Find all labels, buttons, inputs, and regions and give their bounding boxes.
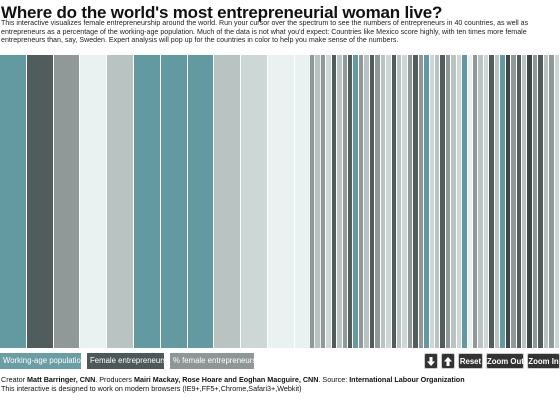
country-bar[interactable] [532, 55, 538, 348]
country-bar[interactable] [516, 55, 521, 348]
country-bar[interactable] [402, 55, 407, 348]
country-bar[interactable] [554, 55, 559, 348]
producer-names: Mairi Mackay, Rose Hoare and Eoghan Macg… [134, 375, 319, 384]
country-bar[interactable] [391, 55, 396, 348]
country-bar[interactable] [364, 55, 369, 348]
country-bar[interactable] [348, 55, 353, 348]
country-bar[interactable] [353, 55, 358, 348]
country-bar[interactable] [435, 55, 440, 348]
country-bar[interactable] [337, 55, 342, 348]
country-bar[interactable] [107, 55, 133, 348]
country-bar[interactable] [342, 55, 348, 348]
country-bar[interactable] [440, 55, 445, 348]
country-bar[interactable] [549, 55, 554, 348]
country-bar[interactable] [500, 55, 505, 348]
mode-working-age-population[interactable]: Working-age population [0, 353, 85, 369]
country-bar[interactable] [315, 55, 320, 348]
creator-prefix: Creator [1, 375, 27, 384]
country-bar[interactable] [26, 55, 53, 348]
country-bar[interactable] [369, 55, 375, 348]
country-bar[interactable] [505, 55, 511, 348]
country-bar[interactable] [326, 55, 331, 348]
country-bar[interactable] [521, 55, 527, 348]
country-spectrum[interactable] [0, 55, 560, 348]
page-title: Where do the world's most entrepreneuria… [1, 3, 443, 22]
reset-button[interactable]: Reset [458, 353, 483, 369]
country-bar[interactable] [53, 55, 80, 348]
country-bar[interactable] [396, 55, 402, 348]
producers-prefix: . Producers [95, 375, 135, 384]
country-bar[interactable] [424, 55, 429, 348]
country-bar[interactable] [160, 55, 187, 348]
arrow-up-icon [444, 357, 452, 366]
country-bar[interactable] [187, 55, 214, 348]
country-bar[interactable] [80, 55, 107, 348]
country-bar[interactable] [331, 55, 337, 348]
country-bar[interactable] [478, 55, 483, 348]
country-bar[interactable] [310, 55, 315, 348]
country-bar[interactable] [429, 55, 434, 348]
country-bar[interactable] [538, 55, 543, 348]
sort-ascending-button[interactable] [441, 353, 455, 369]
country-bar[interactable] [418, 55, 424, 348]
country-bar[interactable] [407, 55, 413, 348]
mode-percent-female-entrepreneurs[interactable]: % female entrepreneurs [170, 353, 256, 369]
country-bar[interactable] [320, 55, 326, 348]
country-bar[interactable] [386, 55, 391, 348]
country-bar[interactable] [358, 55, 364, 348]
country-bar[interactable] [0, 55, 26, 348]
zoom-out-button[interactable]: Zoom Out [486, 353, 524, 369]
credits: Creator Matt Barringer, CNN. Producers M… [1, 375, 465, 393]
mode-female-entrepreneurs[interactable]: Female entrepreneurs [87, 353, 167, 369]
country-bar[interactable] [511, 55, 516, 348]
creator-name: Matt Barringer, CNN [26, 375, 96, 384]
credits-line: Creator Matt Barringer, CNN. Producers M… [1, 375, 465, 384]
country-bar[interactable] [214, 55, 241, 348]
country-bar[interactable] [489, 55, 494, 348]
country-bar[interactable] [241, 55, 267, 348]
country-bar[interactable] [543, 55, 549, 348]
country-bar[interactable] [473, 55, 478, 348]
country-bar[interactable] [413, 55, 418, 348]
zoom-in-button[interactable]: Zoom In [527, 353, 560, 369]
country-bar[interactable] [134, 55, 160, 348]
country-bar[interactable] [467, 55, 473, 348]
sort-descending-button[interactable] [424, 353, 438, 369]
country-bar[interactable] [527, 55, 532, 348]
arrow-down-icon [427, 357, 435, 366]
source-name: International Labour Organization [349, 375, 465, 384]
country-bar[interactable] [494, 55, 500, 348]
source-prefix: . Source: [318, 375, 350, 384]
country-bar[interactable] [462, 55, 467, 348]
country-bar[interactable] [483, 55, 489, 348]
country-bar[interactable] [268, 55, 294, 348]
intro-text: This interactive visualizes female entre… [1, 19, 529, 45]
browser-note: This interactive is designed to work on … [1, 384, 302, 393]
country-bar[interactable] [445, 55, 451, 348]
country-bar[interactable] [451, 55, 456, 348]
country-bar[interactable] [375, 55, 380, 348]
country-bar[interactable] [380, 55, 386, 348]
country-bar[interactable] [456, 55, 462, 348]
